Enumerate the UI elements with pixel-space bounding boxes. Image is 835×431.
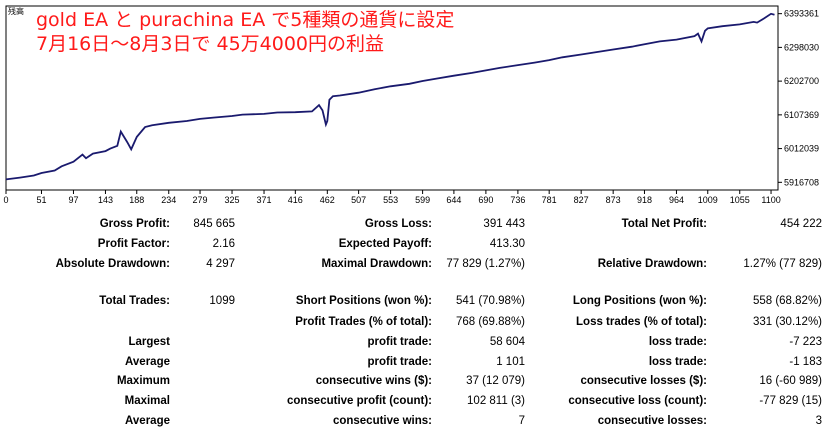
total-net-profit-label: Total Net Profit: [621, 218, 707, 230]
balance-chart-svg: 0 51 97 143 188 234 279 325 371 416 462 507 553 599 64… [3, 5, 819, 205]
gross-loss-label: Gross Loss: [364, 218, 432, 230]
average-consecutive-wins-value: 7 [518, 415, 525, 427]
x-tick-label: 827 [574, 195, 589, 205]
x-tick-label: 325 [225, 195, 240, 205]
average-consecutive-losses-value: 3 [815, 415, 822, 427]
expected-payoff-label: Expected Payoff: [338, 238, 432, 250]
x-tick-label: 51 [36, 195, 46, 205]
maximal-consecutive-loss-label: consecutive loss (count): [568, 395, 707, 407]
average-consecutive-label: Average [125, 415, 170, 427]
y-tick-label: 6202700 [784, 76, 819, 86]
long-positions-label: Long Positions (won %): [572, 295, 707, 307]
gross-profit-label: Gross Profit: [99, 218, 170, 230]
average-profit-trade-value: 1 101 [496, 356, 525, 368]
x-tick-label: 644 [446, 195, 461, 205]
gross-profit-value: 845 665 [193, 218, 235, 230]
x-tick-label: 1009 [698, 195, 718, 205]
largest-profit-trade-label: profit trade: [367, 336, 432, 348]
headline-line-1: gold EA と purachina EA で5種類の通貨に設定 [36, 9, 455, 31]
x-tick-label: 918 [637, 195, 652, 205]
average-label: Average [125, 356, 170, 368]
largest-loss-trade-label: loss trade: [648, 336, 707, 348]
y-tick-label: 6107369 [784, 110, 819, 120]
short-positions-value: 541 (70.98%) [455, 295, 525, 307]
maximal-drawdown-value: 77 829 (1.27%) [446, 258, 525, 270]
headline-line-2: 7月16日～8月3日で 45万4000円の利益 [36, 33, 385, 55]
x-tick-label: 0 [3, 195, 8, 205]
balance-chart: 0 51 97 143 188 234 279 325 371 416 462 507 553 599 64… [0, 0, 835, 205]
short-positions-label: Short Positions (won %): [295, 295, 432, 307]
y-tick-label: 6298030 [784, 42, 819, 52]
maximum-consecutive-losses-label: consecutive losses ($): [580, 375, 707, 387]
maximal-consecutive-profit-value: 102 811 (3) [467, 395, 525, 407]
x-tick-label: 188 [129, 195, 144, 205]
x-tick-label: 553 [383, 195, 398, 205]
relative-drawdown-label: Relative Drawdown: [597, 258, 707, 270]
x-tick-label: 1055 [730, 195, 750, 205]
x-tick-label: 462 [320, 195, 335, 205]
long-positions-value: 558 (68.82%) [752, 295, 822, 307]
maximal-label: Maximal [124, 395, 170, 407]
expected-payoff-value: 413.30 [489, 238, 525, 250]
largest-loss-trade-value: -7 223 [789, 336, 822, 348]
maximal-drawdown-label: Maximal Drawdown: [321, 258, 432, 270]
x-tick-label: 599 [415, 195, 430, 205]
x-tick-label: 143 [98, 195, 113, 205]
x-tick-label: 234 [161, 195, 176, 205]
average-consecutive-losses-label: consecutive losses: [597, 415, 707, 427]
x-tick-label: 97 [68, 195, 78, 205]
largest-profit-trade-value: 58 604 [489, 336, 525, 348]
gross-loss-value: 391 443 [483, 218, 525, 230]
y-tick-label: 5916708 [784, 177, 819, 187]
plot-frame [5, 5, 779, 191]
largest-label: Largest [128, 336, 170, 348]
average-profit-trade-label: profit trade: [367, 356, 432, 368]
maximum-label: Maximum [116, 375, 170, 387]
maximum-consecutive-losses-value: 16 (-60 989) [759, 375, 822, 387]
total-trades-label: Total Trades: [99, 295, 170, 307]
x-tick-label: 416 [288, 195, 303, 205]
x-tick-label: 873 [606, 195, 621, 205]
absolute-drawdown-label: Absolute Drawdown: [55, 258, 170, 270]
total-net-profit-value: 454 222 [780, 218, 822, 230]
maximum-consecutive-wins-label: consecutive wins ($): [315, 375, 432, 387]
profit-factor-label: Profit Factor: [97, 238, 170, 250]
x-tick-label: 690 [478, 195, 493, 205]
maximal-consecutive-profit-label: consecutive profit (count): [286, 395, 432, 407]
chart-corner-label: 残高 [8, 7, 24, 16]
x-tick-label: 736 [510, 195, 525, 205]
x-tick-label: 781 [542, 195, 557, 205]
x-tick-label: 371 [257, 195, 272, 205]
x-tick-label: 507 [351, 195, 366, 205]
relative-drawdown-value: 1.27% (77 829) [743, 258, 822, 270]
average-loss-trade-value: -1 183 [789, 356, 822, 368]
x-tick-label: 279 [193, 195, 208, 205]
total-trades-value: 1099 [209, 295, 235, 307]
absolute-drawdown-value: 4 297 [206, 258, 235, 270]
report-stats: Gross Profit: 845 665 Gross Loss: 391 44… [0, 213, 835, 431]
x-tick-label: 964 [669, 195, 684, 205]
profit-factor-value: 2.16 [212, 238, 235, 250]
profit-trades-value: 768 (69.88%) [455, 316, 525, 328]
loss-trades-label: Loss trades (% of total): [576, 316, 707, 328]
x-tick-label: 1100 [761, 195, 780, 205]
y-tick-label: 6012039 [784, 144, 819, 154]
y-tick-label: 6393361 [784, 9, 819, 19]
balance-series-line [5, 12, 775, 181]
maximum-consecutive-wins-value: 37 (12 079) [466, 375, 525, 387]
profit-trades-label: Profit Trades (% of total): [295, 316, 432, 328]
maximal-consecutive-loss-value: -77 829 (15) [759, 395, 822, 407]
loss-trades-value: 331 (30.12%) [752, 316, 822, 328]
average-consecutive-wins-label: consecutive wins: [332, 415, 432, 427]
average-loss-trade-label: loss trade: [648, 356, 707, 368]
